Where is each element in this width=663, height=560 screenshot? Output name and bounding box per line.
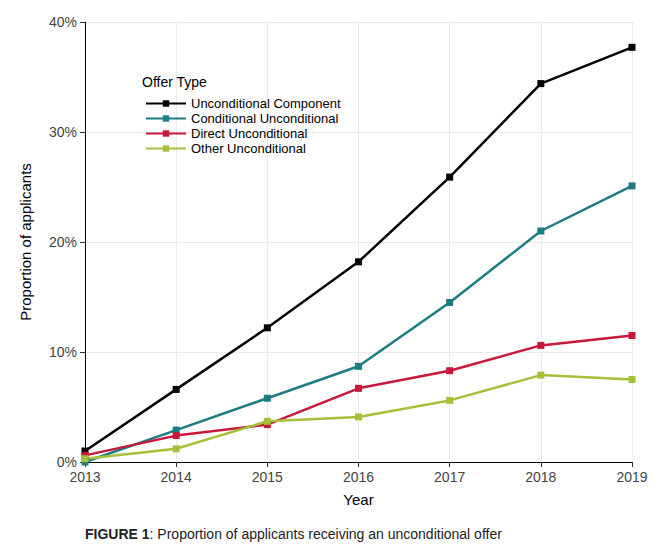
- svg-text:2018: 2018: [525, 469, 556, 485]
- svg-text:0%: 0%: [57, 454, 77, 470]
- svg-text:2019: 2019: [616, 469, 647, 485]
- svg-text:Other Unconditional: Other Unconditional: [191, 141, 306, 156]
- svg-text:Conditional Unconditional: Conditional Unconditional: [191, 111, 339, 126]
- svg-text:2014: 2014: [161, 469, 192, 485]
- svg-text:Unconditional Component: Unconditional Component: [191, 96, 341, 111]
- svg-text:20%: 20%: [49, 234, 77, 250]
- svg-text:2015: 2015: [252, 469, 283, 485]
- svg-text:40%: 40%: [49, 14, 77, 30]
- svg-text:: Proportion of applicants rec: : Proportion of applicants receiving an …: [150, 526, 503, 542]
- svg-text:FIGURE 1: FIGURE 1: [85, 526, 150, 542]
- svg-text:30%: 30%: [49, 124, 77, 140]
- svg-text:Year: Year: [343, 491, 373, 508]
- svg-text:Offer Type: Offer Type: [142, 74, 207, 90]
- svg-text:10%: 10%: [49, 344, 77, 360]
- svg-text:2016: 2016: [343, 469, 374, 485]
- svg-text:Direct Unconditional: Direct Unconditional: [191, 126, 307, 141]
- svg-text:2013: 2013: [69, 469, 100, 485]
- svg-text:Proportion of applicants: Proportion of applicants: [17, 163, 34, 321]
- svg-text:2017: 2017: [434, 469, 465, 485]
